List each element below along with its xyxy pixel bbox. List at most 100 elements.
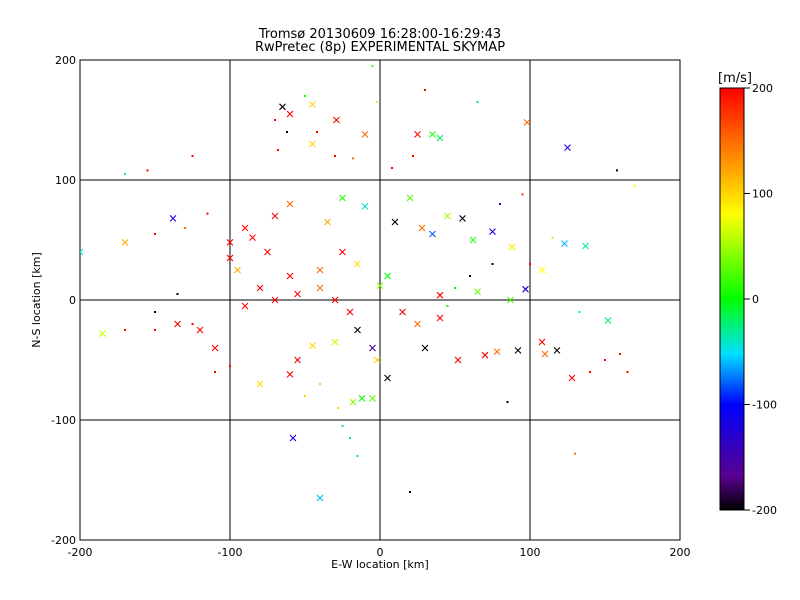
data-point-cross: [309, 101, 316, 108]
data-point-dot: [616, 169, 618, 172]
data-point-cross: [436, 314, 444, 322]
data-point-cross: [271, 296, 279, 304]
data-point-cross: [361, 203, 369, 210]
data-point-cross: [414, 320, 421, 328]
data-point-cross: [369, 395, 376, 402]
data-point-dot: [589, 371, 591, 373]
data-point-cross: [384, 272, 391, 280]
data-point-cross: [331, 338, 339, 346]
data-point-cross: [99, 330, 106, 337]
data-point-dot: [499, 203, 501, 205]
data-point-cross: [241, 302, 249, 310]
data-point-cross: [354, 260, 361, 268]
data-point-cross: [346, 308, 354, 316]
data-point-cross: [459, 215, 466, 222]
data-point-cross: [429, 230, 436, 238]
data-point-dot: [574, 452, 576, 455]
data-point-cross: [264, 248, 271, 256]
grid-lines: [80, 60, 680, 540]
data-point-cross: [376, 282, 384, 289]
data-point-cross: [373, 356, 381, 364]
data-point-cross: [339, 248, 346, 256]
data-point-cross: [286, 371, 294, 378]
y-tick-label: -100: [51, 414, 76, 427]
data-point-cross: [226, 239, 234, 246]
data-point-cross: [406, 194, 414, 202]
data-point-dot: [316, 131, 318, 133]
data-point-cross: [349, 398, 357, 406]
data-point-cross: [316, 284, 324, 292]
data-point-cross: [384, 374, 391, 382]
data-point-cross: [604, 317, 612, 324]
data-point-dot: [409, 491, 411, 493]
x-tick-label: -200: [68, 546, 93, 559]
data-point-cross: [331, 296, 339, 304]
data-point-cross: [256, 380, 264, 388]
y-tick-label: 0: [69, 294, 76, 307]
data-point-dot: [184, 227, 186, 229]
data-point-cross: [316, 494, 324, 502]
data-point-dot: [529, 263, 531, 265]
data-point-cross: [309, 342, 316, 349]
y-axis-label: N-S location [km]: [30, 252, 43, 348]
data-point-cross: [444, 212, 451, 220]
data-point-dot: [154, 311, 156, 313]
data-point-dot: [626, 371, 629, 373]
data-point-dot: [154, 233, 156, 235]
data-point-dot: [424, 89, 426, 91]
data-point-cross: [522, 285, 529, 293]
data-point-cross: [234, 266, 241, 274]
data-point-dot: [391, 167, 393, 169]
data-point-cross: [174, 320, 181, 328]
data-point-cross: [286, 110, 294, 118]
data-point-cross: [508, 243, 516, 251]
colorbar-ticks: 200 100 0 -100 -200: [744, 82, 777, 517]
data-point-dot: [274, 119, 276, 121]
data-point-dot: [578, 311, 581, 313]
data-point-cross: [568, 374, 576, 382]
data-point-cross: [361, 131, 369, 138]
data-point-cross: [391, 218, 399, 226]
data-point-cross: [294, 356, 301, 364]
data-point-cross: [271, 212, 279, 220]
x-axis-label: E-W location [km]: [331, 558, 429, 571]
data-point-cross: [211, 344, 219, 352]
data-point-cross: [249, 234, 256, 241]
data-point-cross: [316, 266, 324, 274]
data-point-dot: [634, 185, 636, 187]
colorbar-tick-label: -200: [752, 504, 777, 517]
colorbar-label: [m/s]: [718, 71, 752, 86]
data-point-dot: [412, 155, 414, 157]
x-tick-label: 200: [670, 546, 691, 559]
data-point-cross: [286, 272, 294, 280]
data-point-dot: [334, 155, 336, 157]
data-point-dot: [286, 131, 288, 133]
data-point-cross: [561, 240, 568, 247]
data-point-cross: [256, 284, 264, 292]
data-point-dot: [469, 275, 471, 277]
data-point-cross: [294, 290, 301, 298]
data-point-cross: [469, 236, 477, 244]
data-point-cross: [454, 356, 462, 364]
data-point-dot: [506, 401, 509, 403]
data-point-cross: [436, 291, 444, 299]
colorbar-tick-label: -100: [752, 399, 777, 412]
data-point-dot: [337, 407, 339, 409]
data-point-cross: [121, 239, 129, 246]
data-point-dot: [206, 212, 209, 215]
data-point-cross: [538, 266, 546, 274]
data-point-dot: [124, 173, 126, 175]
data-point-dot: [491, 263, 494, 265]
data-point-cross: [196, 326, 204, 334]
data-point-cross: [541, 350, 549, 358]
x-axis-ticks: -200 -100 0 100 200: [68, 534, 691, 559]
data-point-cross: [481, 351, 489, 359]
data-point-dot: [146, 169, 149, 172]
data-point-dot: [376, 101, 378, 103]
data-point-cross: [80, 248, 84, 256]
data-point-cross: [309, 140, 316, 148]
data-point-dot: [176, 293, 179, 295]
colorbar-tick-label: 100: [752, 188, 773, 201]
data-point-cross: [369, 344, 376, 352]
data-point-cross: [354, 326, 361, 334]
